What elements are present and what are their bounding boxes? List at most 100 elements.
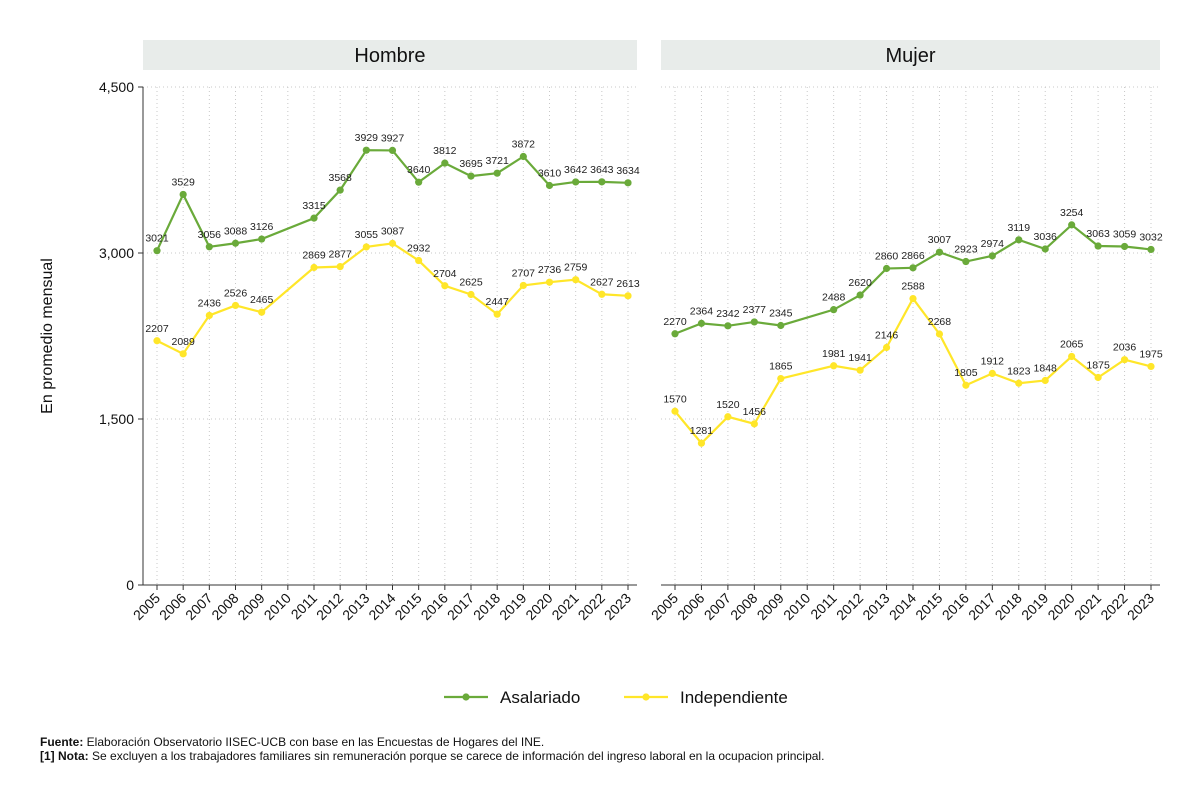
data-label-hombre-asalariado-2019: 3872 xyxy=(512,138,536,150)
point-hombre-independiente-2018 xyxy=(493,310,501,318)
x-tick-label-hombre-2007: 2007 xyxy=(182,590,215,623)
data-label-hombre-independiente-2011: 2869 xyxy=(302,249,326,261)
source-note: Fuente: Elaboración Observatorio IISEC-U… xyxy=(40,735,824,749)
x-tick-label-hombre-2012: 2012 xyxy=(313,590,346,623)
point-hombre-independiente-2012 xyxy=(336,263,344,271)
point-hombre-asalariado-2017 xyxy=(467,172,475,180)
point-hombre-independiente-2009 xyxy=(258,308,266,316)
data-label-hombre-asalariado-2012: 3568 xyxy=(328,172,352,184)
point-hombre-asalariado-2013 xyxy=(362,146,370,154)
point-mujer-asalariado-2007 xyxy=(724,322,732,330)
data-label-hombre-independiente-2009: 2465 xyxy=(250,294,274,306)
data-label-hombre-asalariado-2023: 3634 xyxy=(616,165,640,177)
data-label-hombre-asalariado-2007: 3056 xyxy=(198,229,222,241)
point-mujer-asalariado-2013 xyxy=(882,264,891,273)
data-label-mujer-asalariado-2023: 3032 xyxy=(1139,231,1163,243)
x-tick-label-mujer-2005: 2005 xyxy=(648,590,681,623)
data-label-hombre-independiente-2012: 2877 xyxy=(328,249,352,261)
x-tick-label-mujer-2022: 2022 xyxy=(1097,590,1130,623)
panel-header-hombre xyxy=(143,40,637,70)
point-mujer-independiente-2009 xyxy=(777,375,785,383)
point-mujer-independiente-2016 xyxy=(962,381,970,389)
y-tick-label-0: 0 xyxy=(126,577,134,593)
point-mujer-independiente-2005 xyxy=(671,407,679,415)
point-mujer-independiente-2022 xyxy=(1120,356,1129,364)
legend-label-asalariado: Asalariado xyxy=(500,688,580,707)
point-mujer-independiente-2015 xyxy=(935,330,944,338)
point-mujer-independiente-2017 xyxy=(988,369,996,378)
data-label-mujer-independiente-2017: 1912 xyxy=(981,355,1005,367)
y-axis-title: En promedio mensual xyxy=(39,258,56,414)
point-mujer-asalariado-2023 xyxy=(1147,245,1155,254)
point-mujer-asalariado-2021 xyxy=(1094,242,1102,250)
data-label-mujer-asalariado-2011: 2488 xyxy=(822,292,846,304)
x-tick-label-mujer-2009: 2009 xyxy=(754,590,787,623)
point-hombre-independiente-2013 xyxy=(362,243,370,251)
point-mujer-asalariado-2016 xyxy=(962,257,970,266)
x-tick-label-mujer-2015: 2015 xyxy=(912,590,945,623)
data-label-mujer-independiente-2009: 1865 xyxy=(769,361,793,373)
point-mujer-independiente-2014 xyxy=(909,294,917,303)
point-mujer-independiente-2008 xyxy=(750,420,758,428)
x-tick-label-hombre-2019: 2019 xyxy=(496,590,529,623)
data-label-mujer-independiente-2015: 2268 xyxy=(928,316,952,328)
data-label-hombre-independiente-2016: 2704 xyxy=(433,268,457,280)
point-hombre-independiente-2014 xyxy=(388,239,397,247)
data-label-mujer-asalariado-2018: 3119 xyxy=(1007,222,1030,234)
data-label-mujer-asalariado-2008: 2377 xyxy=(743,304,767,316)
data-label-mujer-independiente-2022: 2036 xyxy=(1113,342,1137,354)
data-label-mujer-independiente-2020: 2065 xyxy=(1060,338,1084,350)
point-hombre-asalariado-2021 xyxy=(572,178,580,186)
point-hombre-asalariado-2006 xyxy=(179,190,187,199)
data-label-mujer-independiente-2007: 1520 xyxy=(716,399,740,411)
data-label-mujer-independiente-2023: 1975 xyxy=(1139,348,1163,360)
point-mujer-asalariado-2009 xyxy=(777,321,785,330)
point-hombre-asalariado-2015 xyxy=(415,178,423,186)
data-label-mujer-independiente-2021: 1875 xyxy=(1086,360,1110,372)
point-hombre-asalariado-2016 xyxy=(441,159,449,167)
point-mujer-asalariado-2020 xyxy=(1068,221,1076,229)
point-mujer-asalariado-2022 xyxy=(1120,242,1129,251)
x-tick-label-hombre-2018: 2018 xyxy=(470,590,503,623)
data-label-mujer-independiente-2006: 1281 xyxy=(690,425,714,437)
point-hombre-asalariado-2005 xyxy=(153,247,161,255)
data-label-mujer-asalariado-2009: 2345 xyxy=(769,307,793,319)
x-tick-label-hombre-2016: 2016 xyxy=(418,590,451,623)
point-mujer-asalariado-2008 xyxy=(750,318,758,326)
point-mujer-independiente-2012 xyxy=(856,366,864,374)
series-line-mujer-asalariado xyxy=(674,223,1152,335)
point-hombre-independiente-2011 xyxy=(310,263,318,272)
point-hombre-asalariado-2019 xyxy=(519,152,527,161)
point-hombre-asalariado-2012 xyxy=(336,186,344,194)
point-hombre-independiente-2005 xyxy=(153,337,161,345)
point-hombre-asalariado-2022 xyxy=(598,178,606,186)
point-mujer-independiente-2006 xyxy=(697,439,706,447)
y-tick-label-3000: 3,000 xyxy=(99,245,134,261)
data-label-hombre-asalariado-2006: 3529 xyxy=(171,176,195,188)
point-hombre-independiente-2022 xyxy=(598,290,606,298)
panel-title-mujer: Mujer xyxy=(885,45,935,67)
point-hombre-asalariado-2008 xyxy=(231,239,240,247)
data-label-hombre-asalariado-2014: 3927 xyxy=(381,132,405,144)
data-label-hombre-independiente-2022: 2627 xyxy=(590,276,614,288)
y-tick-label-1500: 1,500 xyxy=(99,411,134,427)
point-hombre-independiente-2019 xyxy=(519,281,527,290)
data-label-hombre-independiente-2018: 2447 xyxy=(485,296,509,308)
point-mujer-asalariado-2014 xyxy=(909,264,917,272)
data-label-mujer-independiente-2016: 1805 xyxy=(954,367,978,379)
point-hombre-asalariado-2023 xyxy=(624,179,632,187)
x-tick-label-hombre-2022: 2022 xyxy=(575,590,608,623)
point-mujer-independiente-2020 xyxy=(1068,352,1076,361)
footnote-label: [1] Nota: xyxy=(40,749,89,763)
point-mujer-asalariado-2006 xyxy=(697,319,706,327)
x-tick-label-hombre-2013: 2013 xyxy=(339,590,372,623)
data-label-hombre-independiente-2021: 2759 xyxy=(564,262,588,274)
x-tick-label-hombre-2005: 2005 xyxy=(130,590,163,623)
x-tick-label-hombre-2017: 2017 xyxy=(444,590,477,623)
point-hombre-independiente-2021 xyxy=(572,276,580,284)
data-label-hombre-asalariado-2008: 3088 xyxy=(224,225,248,237)
data-label-hombre-independiente-2019: 2707 xyxy=(512,267,536,279)
data-label-mujer-asalariado-2013: 2860 xyxy=(875,250,899,262)
x-tick-label-mujer-2007: 2007 xyxy=(701,590,734,623)
